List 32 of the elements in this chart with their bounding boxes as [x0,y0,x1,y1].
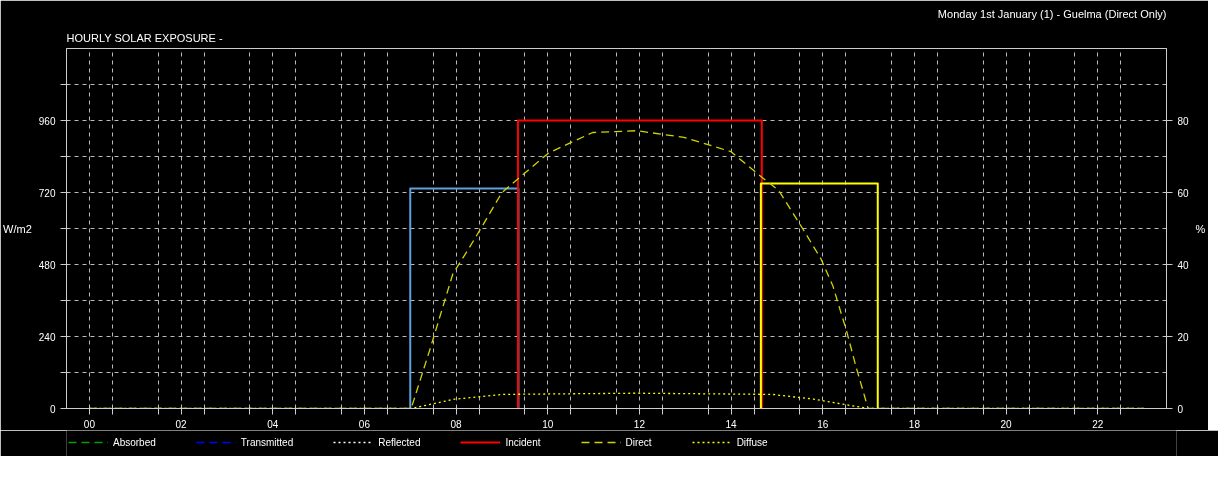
legend-label: Reflected [378,436,421,448]
y2-axis-title: % [1195,222,1206,235]
x-tick-label: 10 [542,418,554,430]
legend-label: Transmitted [240,436,294,448]
y2-tick-label: 40 [1177,259,1190,271]
y-tick-label: 720 [38,187,56,199]
x-tick-label: 12 [633,418,646,430]
y2-tick-label: 0 [1177,403,1184,415]
chart-title: HOURLY SOLAR EXPOSURE - [66,31,223,44]
x-tick-label: 20 [1000,418,1013,430]
legend-label: Incident [505,436,541,448]
y-tick-label: 480 [38,259,56,271]
x-tick-label: 08 [450,418,463,430]
x-tick-label: 00 [83,418,96,430]
legend-label: Diffuse [736,436,768,448]
y-tick-label: 240 [38,331,56,343]
legend-label: Absorbed [113,436,156,448]
y2-tick-label: 60 [1177,187,1190,199]
y2-tick-label: 20 [1177,331,1190,343]
x-tick-label: 18 [908,418,921,430]
x-tick-label: 04 [267,418,279,430]
x-tick-label: 02 [175,418,188,430]
x-tick-label: 16 [817,418,829,430]
y-tick-label: 960 [38,115,56,127]
y-axis-title: W/m2 [3,222,32,235]
y-tick-label: 0 [49,403,56,415]
legend-label: Direct [625,436,652,448]
chart-subtitle: Monday 1st January (1) - Guelma (Direct Only) [937,7,1167,20]
y2-tick-label: 80 [1177,115,1190,127]
x-tick-label: 06 [358,418,371,430]
x-tick-label: 14 [725,418,738,430]
x-tick-label: 22 [1092,418,1104,430]
